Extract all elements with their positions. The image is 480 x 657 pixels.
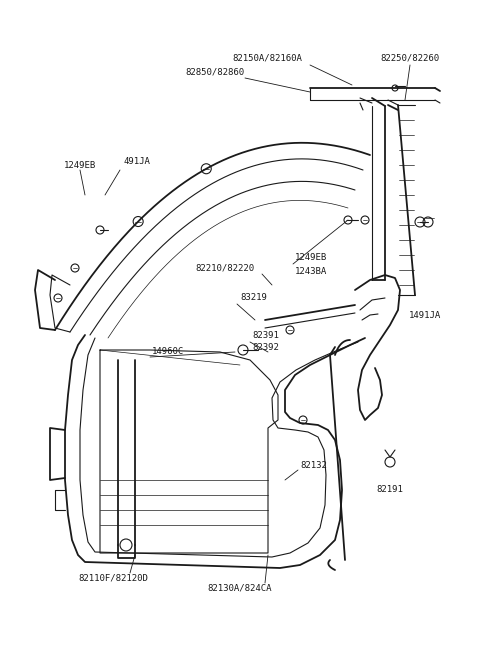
Text: 82132: 82132 (300, 461, 327, 470)
Text: 82392: 82392 (252, 344, 279, 353)
Text: 82191: 82191 (377, 486, 403, 495)
Text: 83219: 83219 (240, 294, 267, 302)
Text: 1249EB: 1249EB (64, 160, 96, 170)
Text: 82110F/82120D: 82110F/82120D (78, 574, 148, 583)
Text: 1491JA: 1491JA (409, 311, 441, 319)
Text: 1243BA: 1243BA (295, 267, 327, 277)
Text: 14960C: 14960C (152, 348, 184, 357)
Text: 82850/82860: 82850/82860 (185, 68, 245, 76)
Text: 491JA: 491JA (123, 158, 150, 166)
Text: 82210/82220: 82210/82220 (195, 263, 254, 273)
Text: 82391: 82391 (252, 330, 279, 340)
Text: 1249EB: 1249EB (295, 254, 327, 263)
Text: 82250/82260: 82250/82260 (381, 53, 440, 62)
Text: 82150A/82160A: 82150A/82160A (232, 53, 302, 62)
Text: 82130A/824CA: 82130A/824CA (208, 583, 272, 593)
